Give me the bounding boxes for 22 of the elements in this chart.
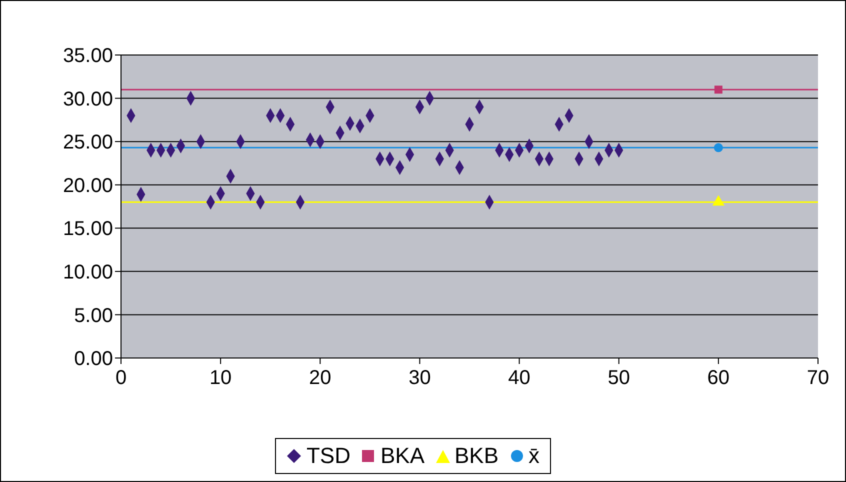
- y-tick-label: 15.00: [62, 218, 113, 240]
- legend-label: x̄: [528, 443, 540, 469]
- legend-label: TSD: [306, 443, 350, 469]
- x-tick-label: 10: [209, 367, 232, 389]
- x-tick-label: 0: [115, 367, 127, 389]
- y-tick-label: 25.00: [62, 132, 113, 154]
- x-tick-label: 40: [508, 367, 530, 389]
- x-tick-label: 30: [408, 367, 431, 389]
- y-tick-label: 20.00: [62, 174, 113, 197]
- x-tick-label: 50: [608, 367, 630, 389]
- y-tick-label: 5.00: [74, 304, 113, 327]
- point: [714, 143, 723, 152]
- legend-label: BKA: [380, 443, 424, 469]
- x-tick-label: 60: [707, 367, 730, 389]
- y-tick-label: 35.00: [62, 45, 113, 68]
- y-tick-label: 10.00: [62, 262, 113, 284]
- y-tick-label: 30.00: [62, 88, 113, 110]
- x-tick-label: 70: [806, 367, 830, 389]
- y-tick-label: 0.00: [74, 348, 113, 370]
- legend-label: BKB: [454, 443, 499, 469]
- x-tick-label: 20: [309, 367, 332, 389]
- point: [714, 86, 722, 94]
